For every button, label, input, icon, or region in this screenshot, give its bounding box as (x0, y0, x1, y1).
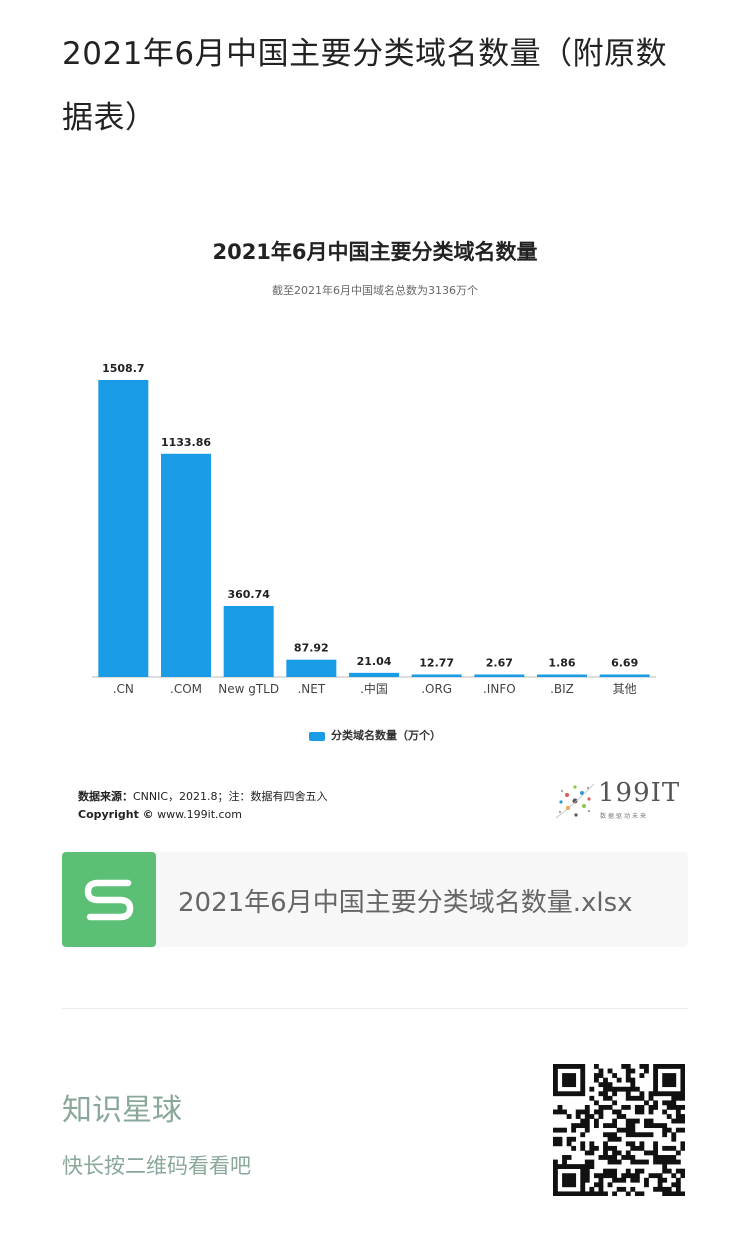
data-label-0: 1508.7 (102, 362, 144, 375)
tick-label-8: 其他 (613, 682, 637, 696)
data-label-3: 87.92 (294, 642, 329, 655)
divider (62, 1008, 688, 1009)
chart-subtitle: 截至2021年6月中国域名总数为3136万个 (272, 284, 478, 297)
bar-3 (286, 659, 337, 677)
tick-label-2: New gTLD (218, 682, 279, 696)
bar-6 (474, 674, 525, 677)
logo-slogan: 数据驱动未来 (600, 813, 649, 820)
data-label-2: 360.74 (227, 588, 270, 601)
bar-5 (411, 674, 462, 677)
bar-2 (223, 605, 274, 677)
copyright-label: Copyright © (78, 808, 154, 821)
chart-image: 2021年6月中国主要分类域名数量 截至2021年6月中国域名总数为3136万个… (62, 220, 688, 840)
data-label-7: 1.86 (548, 657, 575, 670)
logo-dots-icon (555, 783, 595, 819)
qr-code-icon[interactable] (553, 1064, 685, 1196)
tick-label-4: .中国 (360, 681, 388, 696)
footer-title: 知识星球 (62, 1093, 182, 1128)
bar-7 (537, 674, 587, 677)
chart-legend: 分类域名数量（万个） (62, 727, 688, 743)
tick-label-0: .CN (113, 682, 134, 696)
legend-swatch (309, 731, 325, 741)
tick-label-5: .ORG (421, 682, 452, 696)
article-title: 2021年6月中国主要分类域名数量（附原数据表） (62, 36, 668, 136)
tick-label-1: .COM (170, 682, 202, 696)
bar-0 (98, 379, 149, 677)
tick-label-7: .BIZ (550, 682, 574, 696)
data-label-5: 12.77 (419, 656, 454, 669)
data-label-1: 1133.86 (161, 436, 211, 449)
legend-label: 分类域名数量（万个） (331, 729, 441, 742)
tick-label-3: .NET (297, 682, 325, 696)
source-text: CNNIC，2021.8；注：数据有四舍五入 (133, 790, 328, 803)
source-line: 数据来源：CNNIC，2021.8；注：数据有四舍五入 (78, 788, 328, 804)
copyright-text: www.199it.com (157, 808, 243, 821)
bar-8 (599, 674, 650, 677)
data-label-6: 2.67 (486, 657, 513, 670)
bar-chart: 1508.7 .CN 1133.86 .COM 360.74 New gTLD 87.92.… (92, 362, 656, 696)
tick-label-6: .INFO (483, 682, 516, 696)
file-name[interactable]: 2021年6月中国主要分类域名数量.xlsx (178, 888, 633, 918)
copyright-line: Copyright © www.199it.com (78, 808, 242, 821)
source-label: 数据来源： (78, 790, 133, 803)
s-file-icon (62, 852, 156, 947)
file-attachment-card[interactable]: 2021年6月中国主要分类域名数量.xlsx (62, 852, 688, 947)
bar-4 (349, 672, 399, 677)
data-label-4: 21.04 (357, 655, 392, 668)
logo-text: 199IT (598, 778, 681, 808)
bar-1 (161, 453, 211, 677)
logo-199it: 199IT 数据驱动未来 (552, 776, 682, 826)
chart-title: 2021年6月中国主要分类域名数量 (212, 240, 538, 264)
footer-subtitle: 快长按二维码看看吧 (62, 1154, 251, 1178)
data-label-8: 6.69 (611, 657, 638, 670)
